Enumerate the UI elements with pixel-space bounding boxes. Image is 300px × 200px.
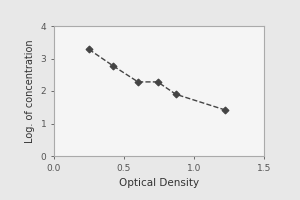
- Y-axis label: Log. of concentration: Log. of concentration: [25, 39, 35, 143]
- X-axis label: Optical Density: Optical Density: [119, 178, 199, 188]
